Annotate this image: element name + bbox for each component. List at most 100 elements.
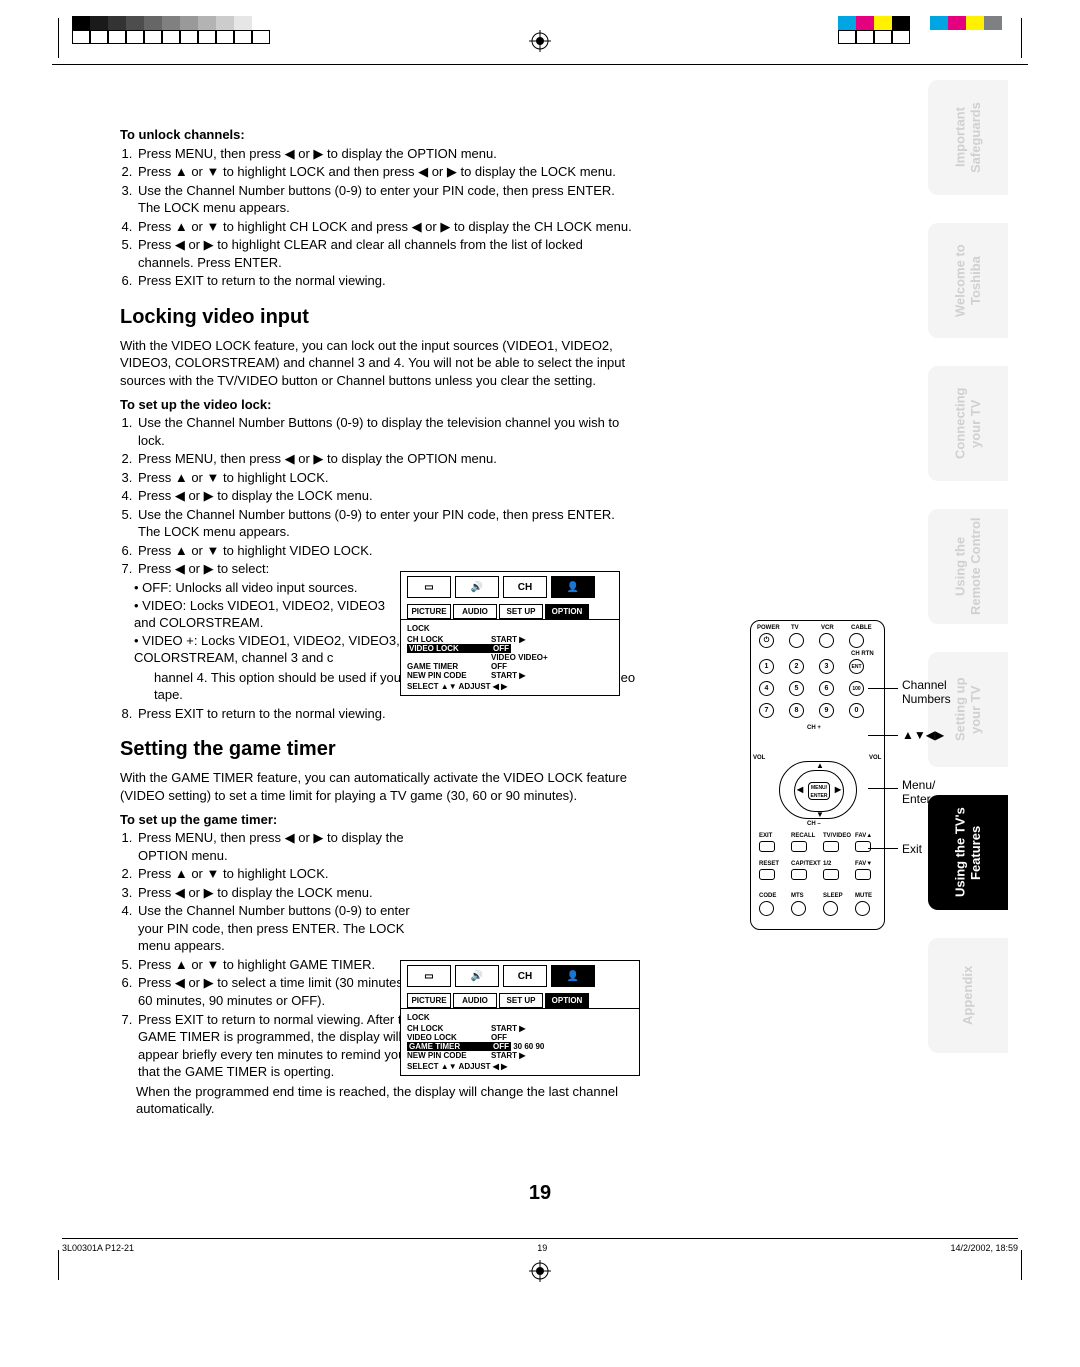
chplus-label: CH + — [807, 725, 821, 731]
side-tab-6: Appendix — [928, 938, 1008, 1053]
dpad-right[interactable]: ▶ — [835, 785, 841, 794]
osd-setup-icon: CH — [503, 576, 547, 598]
game-timer-heading: To set up the game timer: — [120, 811, 640, 829]
num-1[interactable]: 1 — [759, 659, 774, 674]
osd-picture-icon: ▭ — [407, 576, 451, 598]
num-8[interactable]: 8 — [789, 703, 804, 718]
osd-option-icon: 👤 — [551, 965, 595, 987]
game-timer-tail: When the programmed end time is reached,… — [136, 1083, 640, 1118]
step: Use the Channel Number buttons (0-9) to … — [136, 506, 640, 541]
num-0[interactable]: 0 — [849, 703, 864, 718]
step: Press ◀ or ▶ to highlight CLEAR and clea… — [136, 236, 640, 271]
video-lock-intro: With the VIDEO LOCK feature, you can loc… — [120, 337, 640, 390]
tv-button[interactable] — [789, 633, 804, 648]
video-lock-options: OFF: Unlocks all video input sources.VID… — [134, 579, 409, 667]
step: Press ▲ or ▼ to highlight VIDEO LOCK. — [136, 542, 640, 560]
callout-arrows: ▲▼◀▶ — [902, 728, 944, 742]
chminus-label: CH – — [807, 821, 821, 827]
side-tab-2: Connecting your TV — [928, 366, 1008, 481]
remote-fav▲[interactable] — [855, 841, 871, 852]
remote-mute[interactable] — [855, 901, 870, 916]
power-button[interactable]: ⏻ — [759, 633, 774, 648]
step: Press MENU, then press ◀ or ▶ to display… — [136, 145, 640, 163]
step: Use the Channel Number buttons (0-9) to … — [136, 902, 416, 955]
step: Press MENU, then press ◀ or ▶ to display… — [136, 829, 416, 864]
cable-label: CABLE — [851, 625, 872, 631]
remote-recall[interactable] — [791, 841, 807, 852]
step: Press ▲ or ▼ to highlight GAME TIMER. — [136, 956, 416, 974]
cmyk-bars-2 — [930, 16, 1002, 30]
step: Press EXIT to return to the normal viewi… — [136, 272, 640, 290]
num-7[interactable]: 7 — [759, 703, 774, 718]
grayscale-bars — [72, 16, 270, 30]
step: Press ▲ or ▼ to highlight LOCK and then … — [136, 163, 640, 181]
step: Use the Channel Number buttons (0-9) to … — [136, 182, 640, 217]
page-number: 19 — [529, 1182, 551, 1205]
footer-left: 3L00301A P12-21 — [62, 1243, 134, 1253]
remote-sleep[interactable] — [823, 901, 838, 916]
video-lock-steps: Use the Channel Number Buttons (0-9) to … — [136, 414, 640, 578]
osd1-select: SELECT ▲▼ ADJUST ◀ ▶ — [407, 682, 613, 691]
osd1-title: LOCK — [407, 624, 613, 633]
osd-picture-icon: ▭ — [407, 965, 451, 987]
side-tab-0: Important Safeguards — [928, 80, 1008, 195]
video-lock-heading: To set up the video lock: — [120, 396, 640, 414]
num-5[interactable]: 5 — [789, 681, 804, 696]
osd-option-icon: 👤 — [551, 576, 595, 598]
num-9[interactable]: 9 — [819, 703, 834, 718]
step: Press ◀ or ▶ to display the LOCK menu. — [136, 884, 416, 902]
remote-reset[interactable] — [759, 869, 775, 880]
section-tabs: Important SafeguardsWelcome to ToshibaCo… — [928, 80, 1008, 1081]
registration-mark-top — [529, 30, 551, 57]
num-6[interactable]: 6 — [819, 681, 834, 696]
num-2[interactable]: 2 — [789, 659, 804, 674]
grayscale-bars-white — [72, 30, 270, 44]
game-timer-steps: Press MENU, then press ◀ or ▶ to display… — [136, 829, 416, 1081]
hundred-button[interactable]: 100 — [849, 681, 864, 696]
dpad-left[interactable]: ◀ — [797, 785, 803, 794]
osd-audio-icon: 🔊 — [455, 576, 499, 598]
step: Press ▲ or ▼ to highlight CH LOCK and pr… — [136, 218, 640, 236]
cmyk-bars-white — [838, 30, 910, 44]
vcr-button[interactable] — [819, 633, 834, 648]
power-label: POWER — [757, 625, 780, 631]
callout-channel-numbers: Channel Numbers — [902, 678, 951, 706]
video-lock-step8: Press EXIT to return to the normal viewi… — [136, 705, 640, 723]
osd-audio-icon: 🔊 — [455, 965, 499, 987]
remote-fav▼[interactable] — [855, 869, 871, 880]
footer-mid: 19 — [537, 1243, 547, 1253]
step: Press ◀ or ▶ to select a time limit (30 … — [136, 974, 416, 1009]
remote-diagram: POWER TV VCR CABLE ⏻ CH RTN 1 2 3 ENT 4 … — [750, 620, 970, 930]
step: Press ▲ or ▼ to highlight LOCK. — [136, 469, 640, 487]
step: Press MENU, then press ◀ or ▶ to display… — [136, 450, 640, 468]
video-lock-title: Locking video input — [120, 304, 640, 331]
dpad-up[interactable]: ▲ — [816, 761, 824, 770]
remote-code[interactable] — [759, 901, 774, 916]
unlock-steps: Press MENU, then press ◀ or ▶ to display… — [136, 145, 640, 290]
game-timer-intro: With the GAME TIMER feature, you can aut… — [120, 769, 640, 804]
osd-game-timer: ▭ 🔊 CH 👤 PICTUREAUDIOSET UPOPTION LOCK C… — [400, 960, 640, 1076]
osd2-title: LOCK — [407, 1013, 633, 1022]
ent-button[interactable]: ENT — [849, 659, 864, 674]
cable-button[interactable] — [849, 633, 864, 648]
remote-1/2[interactable] — [823, 869, 839, 880]
side-tab-3: Using the Remote Control — [928, 509, 1008, 624]
footer: 3L00301A P12-21 19 14/2/2002, 18:59 — [62, 1238, 1018, 1253]
remote-exit[interactable] — [759, 841, 775, 852]
menu-enter-button[interactable]: MENU/ENTER — [808, 782, 830, 800]
chrtn-label: CH RTN — [851, 651, 874, 657]
num-4[interactable]: 4 — [759, 681, 774, 696]
num-3[interactable]: 3 — [819, 659, 834, 674]
remote-cap/text[interactable] — [791, 869, 807, 880]
dpad-outer[interactable]: ▲ ▼ ◀ ▶ MENU/ENTER — [779, 761, 857, 819]
step: Press EXIT to return to normal viewing. … — [136, 1011, 416, 1081]
step: Press ◀ or ▶ to display the LOCK menu. — [136, 487, 640, 505]
remote-body: POWER TV VCR CABLE ⏻ CH RTN 1 2 3 ENT 4 … — [750, 620, 885, 930]
footer-right: 14/2/2002, 18:59 — [950, 1243, 1018, 1253]
game-timer-title: Setting the game timer — [120, 736, 640, 763]
step: Use the Channel Number Buttons (0-9) to … — [136, 414, 640, 449]
osd-setup-icon: CH — [503, 965, 547, 987]
remote-tv/video[interactable] — [823, 841, 839, 852]
vol-left-label: VOL — [753, 755, 765, 761]
remote-mts[interactable] — [791, 901, 806, 916]
